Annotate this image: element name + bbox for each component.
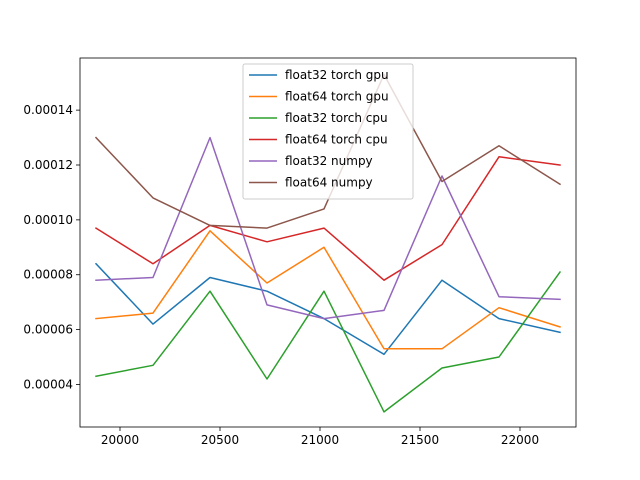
series-line-3 <box>95 270 562 413</box>
x-tick-label: 21500 <box>401 433 439 447</box>
x-tick-label: 22000 <box>501 433 539 447</box>
legend-box <box>242 63 414 200</box>
axes-border <box>79 57 577 428</box>
y-tick-label: 0.00010 <box>23 213 73 227</box>
x-axis: 20000 20500 21000 21500 22000 <box>101 427 539 447</box>
legend-label: float32 torch gpu <box>285 68 389 82</box>
y-tick-label: 0.00014 <box>23 103 73 117</box>
legend-label: float32 numpy <box>285 154 373 168</box>
series-line-2 <box>95 230 561 350</box>
legend-label: float64 torch gpu <box>285 90 389 104</box>
series-line-4 <box>94 156 561 281</box>
axes-frame <box>79 57 577 428</box>
series-line-6 <box>94 73 562 229</box>
series-line-5 <box>95 136 561 320</box>
x-tick-label: 20500 <box>201 433 239 447</box>
legend-label: float64 numpy <box>285 176 373 190</box>
y-axis: 0.00004 0.00006 0.00008 0.00010 0.00012 0.000… <box>23 103 80 391</box>
x-tick-label: 20000 <box>101 433 139 447</box>
y-tick-label: 0.00006 <box>23 323 73 337</box>
y-tick-label: 0.00008 <box>23 268 73 282</box>
x-tick-label: 21000 <box>301 433 339 447</box>
y-tick-label: 0.00012 <box>23 158 73 172</box>
series-lines <box>94 73 562 413</box>
legend-label: float32 torch cpu <box>285 111 388 125</box>
legend-label: float64 torch cpu <box>285 133 388 147</box>
legend: float32 torch gpu float64 torch gpu float3… <box>242 63 414 200</box>
y-tick-label: 0.00004 <box>23 377 73 391</box>
